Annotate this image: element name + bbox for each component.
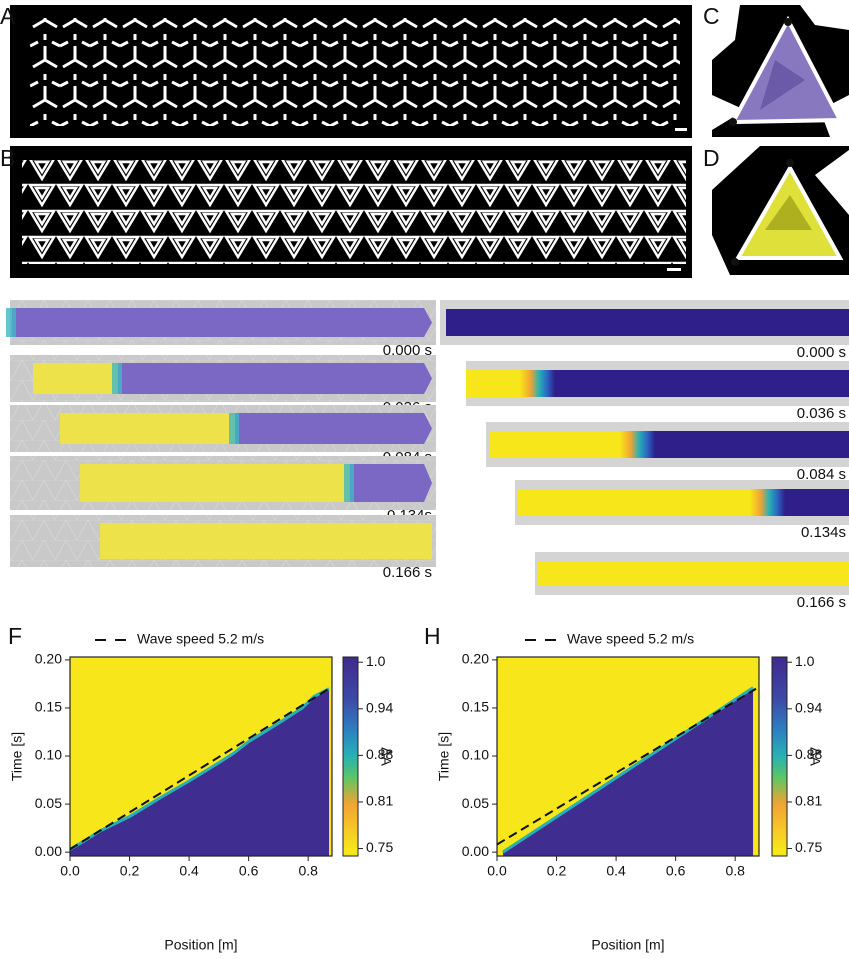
time-label: 0.166 s <box>797 594 846 611</box>
x-tick-label: 0.6 <box>666 863 686 879</box>
purple-region <box>118 363 432 394</box>
purple-region <box>12 308 432 337</box>
panel-label: B <box>0 145 15 171</box>
colorbar <box>343 657 358 856</box>
colorbar-tick-label: 0.81 <box>795 793 822 809</box>
y-tick-label: 0.10 <box>462 747 489 763</box>
yellow-region <box>33 363 118 394</box>
yellow-region <box>80 464 350 502</box>
sim-yellow <box>490 431 640 458</box>
y-tick-label: 0.00 <box>35 843 62 859</box>
x-tick-label: 0.8 <box>725 863 745 879</box>
colorbar-tick-label: 0.75 <box>366 839 393 855</box>
lattice-b <box>22 160 686 264</box>
y-tick-label: 0.05 <box>462 795 489 811</box>
lattice-a <box>30 18 680 126</box>
y-tick-label: 0.10 <box>35 747 62 763</box>
y-tick-label: 0.20 <box>462 651 489 667</box>
x-tick-label: 0.8 <box>298 863 318 879</box>
x-tick-label: 0.0 <box>60 863 80 879</box>
colorbar-tick-label: 0.94 <box>795 700 822 716</box>
y-axis-label: Time [s] <box>436 732 452 781</box>
x-tick-label: 0.2 <box>547 863 567 879</box>
x-tick-label: 0.0 <box>487 863 507 879</box>
y-tick-label: 0.15 <box>35 699 62 715</box>
sim-front <box>520 370 555 397</box>
pin <box>729 118 737 126</box>
colorbar-tick-label: 1.0 <box>366 653 386 669</box>
legend-label: Wave speed 5.2 m/s <box>567 631 694 647</box>
colorbar-label: ΔA <box>378 747 394 766</box>
y-axis-label: Time [s] <box>9 732 25 781</box>
x-tick-label: 0.4 <box>179 863 199 879</box>
x-axis-label: Position [m] <box>591 937 664 953</box>
time-label: 0.134s <box>801 524 846 541</box>
pin <box>731 258 739 266</box>
sim-yellow <box>538 561 849 586</box>
scale-bar <box>675 128 687 131</box>
colorbar-tick-label: 1.0 <box>795 653 815 669</box>
colorbar-label: ΔA <box>807 747 823 766</box>
front <box>344 464 354 502</box>
sim-blue <box>785 489 849 516</box>
x-axis-label: Position [m] <box>164 937 237 953</box>
purple-region <box>350 464 432 502</box>
y-tick-label: 0.15 <box>462 699 489 715</box>
pin <box>784 18 792 26</box>
x-tick-label: 0.4 <box>606 863 626 879</box>
panel-label: A <box>0 3 16 29</box>
y-tick-label: 0.20 <box>35 651 62 667</box>
y-tick-label: 0.05 <box>35 795 62 811</box>
colorbar-tick-label: 0.94 <box>366 700 393 716</box>
scale-bar <box>667 268 681 271</box>
sim-blue <box>655 431 849 458</box>
sim-front <box>620 431 655 458</box>
sim-yellow <box>518 489 770 516</box>
sim-blue <box>446 309 849 336</box>
pin <box>786 159 794 167</box>
legend-label: Wave speed 5.2 m/s <box>137 631 264 647</box>
time-label: 0.036 s <box>797 405 846 422</box>
front <box>229 413 239 444</box>
y-tick-label: 0.00 <box>462 843 489 859</box>
yellow-region <box>100 523 432 559</box>
panel-label: F <box>8 623 22 649</box>
panel-label: C <box>703 3 720 29</box>
panel-label: D <box>703 145 720 171</box>
x-tick-label: 0.2 <box>120 863 140 879</box>
sim-front <box>750 489 785 516</box>
figure: A B C D E G F H 0.000 s0.036 s0.084 s0.1… <box>0 0 849 959</box>
front <box>6 308 16 337</box>
sim-blue <box>555 370 849 397</box>
panel-label: H <box>424 623 441 649</box>
time-label: 0.166 s <box>383 564 432 581</box>
front <box>112 363 122 394</box>
purple-region <box>235 413 432 444</box>
page: {"panel_labels": {"A": "A", "B": "B", "C… <box>0 0 849 959</box>
colorbar-tick-label: 0.81 <box>366 793 393 809</box>
colorbar <box>772 657 787 856</box>
colorbar-tick-label: 0.75 <box>795 839 822 855</box>
time-label: 0.000 s <box>797 344 846 361</box>
yellow-region <box>60 413 235 444</box>
x-tick-label: 0.6 <box>239 863 259 879</box>
